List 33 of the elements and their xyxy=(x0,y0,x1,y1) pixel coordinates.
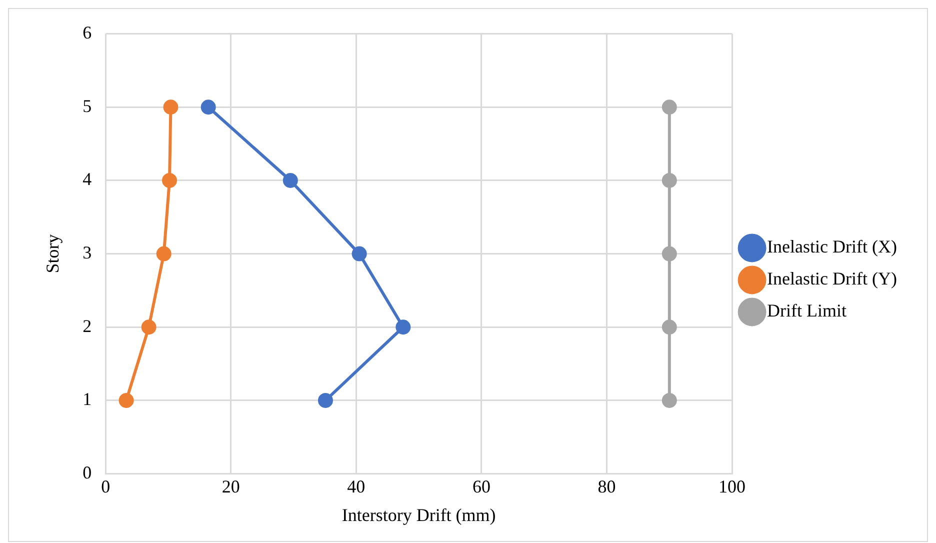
x-tick-label: 100 xyxy=(718,476,746,496)
point xyxy=(282,172,298,188)
point xyxy=(662,100,677,115)
y-tick-label: 0 xyxy=(82,462,92,483)
legend-label: Drift Limit xyxy=(767,300,847,321)
y-tick-label: 2 xyxy=(82,316,92,336)
point xyxy=(662,172,677,188)
point xyxy=(396,320,411,335)
point xyxy=(662,392,677,408)
x-tick-label: 20 xyxy=(222,476,240,496)
legend-label: Inelastic Drift (Y) xyxy=(767,268,898,289)
x-tick-label: 60 xyxy=(472,476,490,496)
legend-label: Inelastic Drift (X) xyxy=(767,236,898,257)
x-tick-label: 40 xyxy=(347,476,366,496)
point xyxy=(318,392,333,408)
x-tick-label: 0 xyxy=(101,476,110,496)
point xyxy=(352,246,367,262)
y-tick-label: 4 xyxy=(82,169,92,190)
point xyxy=(200,100,216,115)
point xyxy=(662,320,677,335)
y-tick-label: 3 xyxy=(82,242,92,263)
x-tick-label: 80 xyxy=(598,476,616,496)
point xyxy=(141,320,156,335)
point xyxy=(163,100,178,115)
point xyxy=(118,392,134,408)
point xyxy=(156,246,172,262)
y-tick-label: 6 xyxy=(82,22,92,43)
point xyxy=(162,172,177,188)
y-tick-label: 1 xyxy=(82,389,92,410)
x-axis-title: Interstory Drift (mm) xyxy=(342,504,496,525)
point xyxy=(662,246,677,262)
y-tick-label: 5 xyxy=(82,96,92,116)
y-axis-title: Story xyxy=(42,234,63,274)
